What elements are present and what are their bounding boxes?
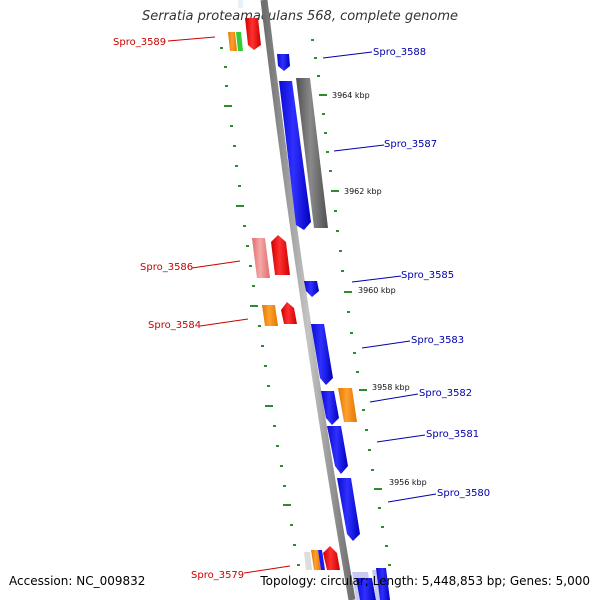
gene-spro-3580[interactable] — [337, 478, 360, 541]
scale-label-3962: 3962 kbp — [344, 187, 382, 196]
leader-line-spro-3589 — [167, 36, 216, 42]
gene-label-spro-3579[interactable]: Spro_3579 — [191, 570, 244, 581]
scale-label-3958: 3958 kbp — [372, 383, 410, 392]
gene-label-spro-3587[interactable]: Spro_3587 — [384, 139, 437, 150]
gene-feature-blue — [356, 578, 376, 600]
gene-feature-green — [236, 32, 243, 51]
leader-line-spro-3588 — [322, 51, 373, 59]
backbone-track — [260, 0, 356, 600]
gene-feature-red — [323, 546, 340, 570]
leader-line-spro-3579 — [243, 565, 291, 574]
gene-feature-red — [245, 18, 261, 50]
map-title: Serratia proteamaculans 568, complete ge… — [141, 9, 459, 24]
gene-label-spro-3580[interactable]: Spro_3580 — [437, 488, 490, 499]
gene-spro-3581[interactable] — [327, 426, 348, 474]
gene-feature-gray — [296, 78, 328, 228]
genome-summary: Topology: circular; Length: 5,448,853 bp… — [260, 574, 590, 588]
gene-spro-3583[interactable] — [311, 324, 333, 385]
gene-label-spro-3584[interactable]: Spro_3584 — [148, 320, 201, 331]
gene-feature-pink — [252, 238, 270, 278]
leader-line-spro-3582 — [369, 393, 419, 403]
leader-line-spro-3580 — [387, 493, 437, 503]
gene-spro-3582[interactable] — [321, 388, 357, 425]
gene-label-spro-3586[interactable]: Spro_3586 — [140, 262, 193, 273]
gene-feature-white — [304, 552, 312, 570]
accession-label: Accession: NC_009832 — [9, 574, 146, 588]
scale-label-3960: 3960 kbp — [358, 286, 396, 295]
leader-line-spro-3584 — [199, 318, 249, 327]
inner-tick-ring — [220, 47, 300, 566]
gene-label-spro-3588[interactable]: Spro_3588 — [373, 47, 426, 58]
gene-feature-orange — [262, 305, 278, 326]
gene-label-spro-3589[interactable]: Spro_3589 — [113, 37, 166, 48]
gene-label-spro-3583[interactable]: Spro_3583 — [411, 335, 464, 346]
leader-line-spro-3586 — [191, 260, 241, 269]
gene-feature-orange — [311, 550, 321, 570]
gene-feature-blue — [376, 568, 390, 600]
gene-spro-3579[interactable] — [304, 546, 340, 570]
gene-label-spro-3581[interactable]: Spro_3581 — [426, 429, 479, 440]
gene-label-spro-3585[interactable]: Spro_3585 — [401, 270, 454, 281]
gene-label-spro-3582[interactable]: Spro_3582 — [419, 388, 472, 399]
leader-line-spro-3581 — [376, 434, 426, 443]
gene-spro-3589[interactable] — [228, 18, 261, 51]
scale-label-3956: 3956 kbp — [389, 478, 427, 487]
gene-feature-white — [238, 0, 243, 8]
scale-label-3964: 3964 kbp — [332, 91, 370, 100]
gene-feature-orange — [228, 32, 237, 51]
leader-line-spro-3583 — [361, 340, 411, 349]
gene-feature-blue — [321, 391, 339, 425]
outer-tick-ring — [311, 39, 391, 566]
gene-feature-red — [271, 235, 290, 275]
leader-line-spro-3587 — [333, 144, 385, 152]
gene-spro-3584[interactable] — [262, 302, 297, 326]
gene-spro-3586[interactable] — [252, 235, 290, 278]
gene-spro-3588[interactable] — [277, 54, 290, 71]
gene-feature-blue — [318, 550, 325, 570]
gene-spro-3587[interactable] — [279, 81, 311, 230]
gene-spro-3585[interactable] — [304, 281, 319, 297]
gene-feature-red — [281, 302, 297, 324]
leader-line-spro-3585 — [351, 275, 402, 283]
gene-feature-orange — [338, 388, 357, 422]
